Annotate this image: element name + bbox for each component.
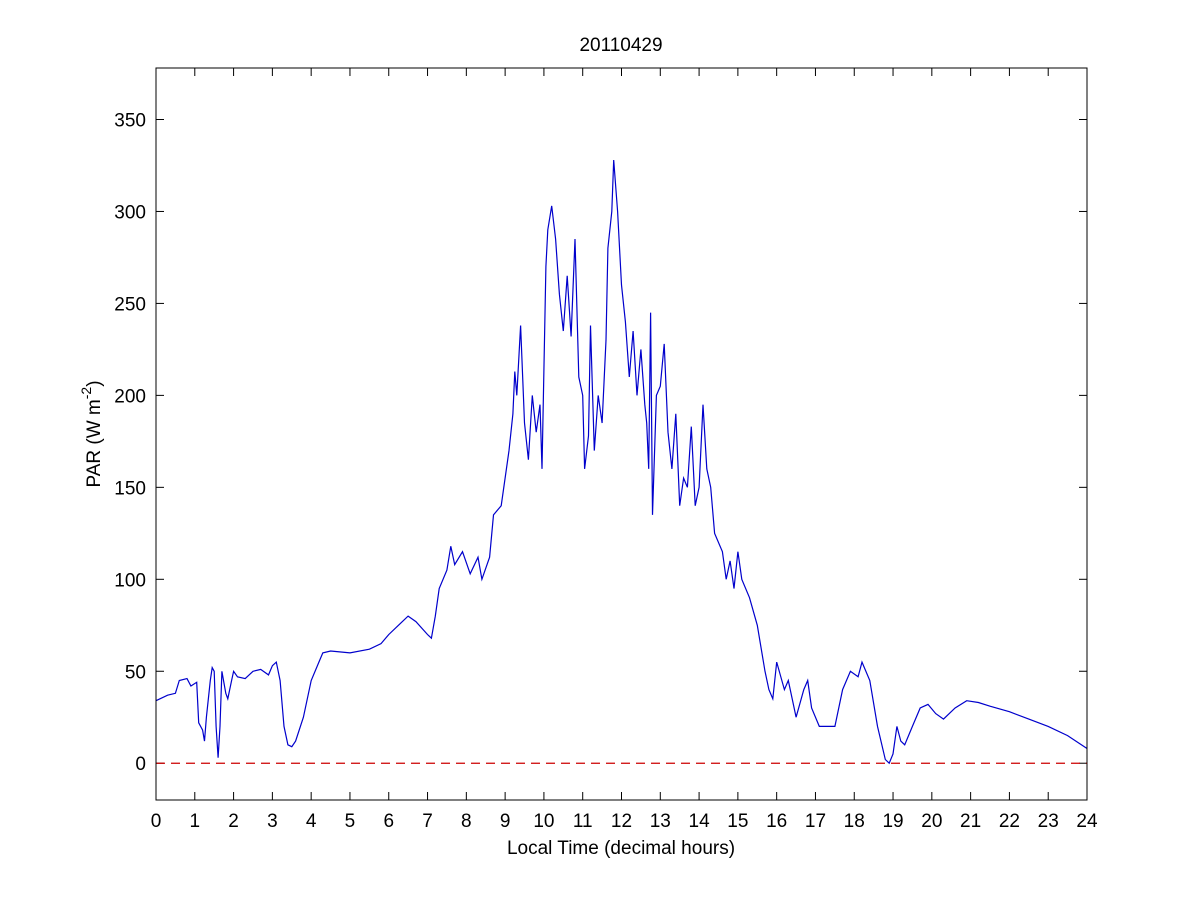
x-tick-label: 16 [766, 811, 787, 832]
x-tick-label: 3 [267, 811, 278, 832]
x-tick-label: 4 [306, 811, 317, 832]
x-tick-label: 18 [844, 811, 865, 832]
x-tick-label: 22 [999, 811, 1020, 832]
y-tick-label: 50 [125, 662, 146, 683]
x-tick-label: 6 [383, 811, 394, 832]
x-tick-label: 13 [650, 811, 671, 832]
y-label-superscript: -2 [78, 387, 94, 400]
y-tick-label: 200 [114, 386, 146, 407]
chart-title: 20110429 [579, 35, 662, 56]
x-tick-label: 10 [533, 811, 554, 832]
x-tick-label: 19 [882, 811, 903, 832]
y-label-suffix: ) [84, 380, 105, 386]
y-label-text: PAR (W m [84, 399, 105, 487]
x-tick-label: 23 [1038, 811, 1059, 832]
x-tick-label: 20 [921, 811, 942, 832]
x-tick-label: 15 [727, 811, 748, 832]
x-tick-label: 8 [461, 811, 472, 832]
x-tick-label: 0 [151, 811, 162, 832]
y-tick-label: 0 [135, 754, 146, 775]
x-tick-label: 17 [805, 811, 826, 832]
x-tick-label: 1 [190, 811, 201, 832]
y-tick-label: 100 [114, 570, 146, 591]
x-tick-label: 14 [689, 811, 711, 832]
x-tick-label: 7 [422, 811, 433, 832]
x-tick-label: 5 [345, 811, 356, 832]
data-line [155, 159, 1088, 765]
y-tick-label: 150 [114, 478, 146, 499]
x-tick-label: 12 [611, 811, 632, 832]
y-tick-label: 250 [114, 294, 146, 315]
y-tick-label: 300 [114, 202, 146, 223]
x-tick-label: 9 [500, 811, 511, 832]
x-tick-label: 11 [573, 811, 593, 832]
x-axis-label: Local Time (decimal hours) [507, 838, 735, 859]
x-tick-label: 21 [960, 811, 981, 832]
y-axis-label: PAR (W m-2) [78, 380, 105, 487]
x-tick-label: 24 [1076, 811, 1098, 832]
x-tick-label: 2 [228, 811, 239, 832]
y-tick-label: 350 [114, 110, 146, 131]
plot-frame [155, 67, 1088, 801]
